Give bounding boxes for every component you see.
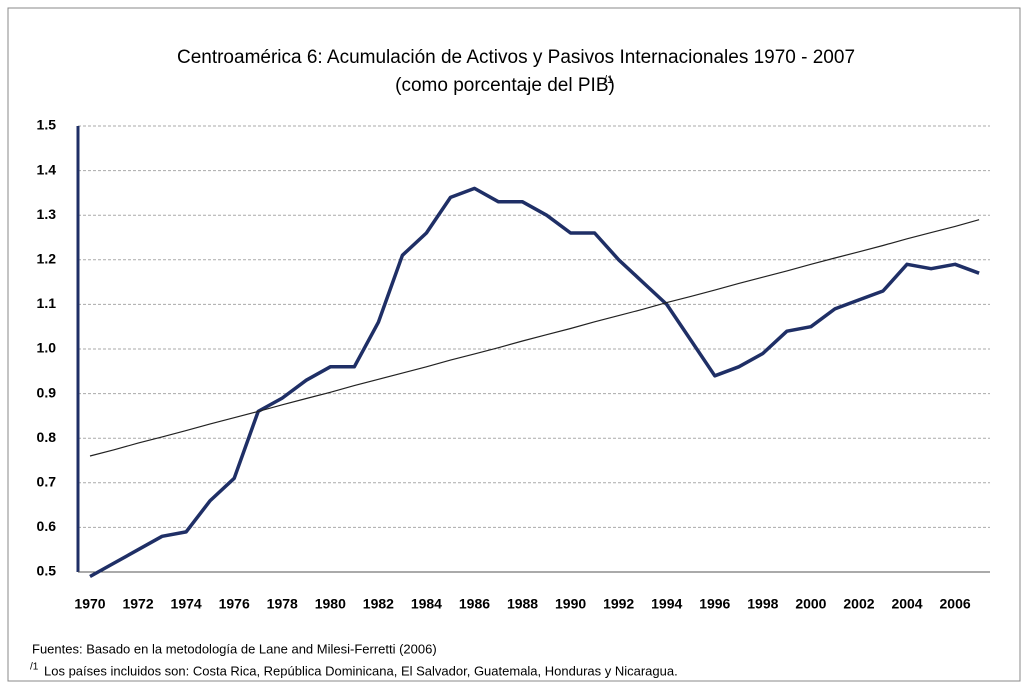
- trend-line: [89, 219, 980, 457]
- x-tick-label: 2000: [795, 596, 826, 612]
- x-tick-label: 1986: [459, 596, 490, 612]
- x-tick-label: 2006: [940, 596, 971, 612]
- x-tick-label: 1972: [122, 596, 153, 612]
- x-tick-label: 1970: [74, 596, 105, 612]
- x-tick-label: 1990: [555, 596, 586, 612]
- x-tick-label: 1978: [267, 596, 298, 612]
- y-tick-label: 0.8: [37, 429, 57, 445]
- footnote: Los países incluidos son: Costa Rica, Re…: [44, 663, 678, 678]
- x-tick-label: 1996: [699, 596, 730, 612]
- chart-subtitle: (como porcentaje del PIB): [395, 75, 615, 96]
- x-tick-label: 1976: [219, 596, 250, 612]
- x-tick-label: 1994: [651, 596, 682, 612]
- x-tick-label: 1980: [315, 596, 346, 612]
- x-tick-label: 1988: [507, 596, 538, 612]
- source: Fuentes: Basado en la metodología de Lan…: [32, 641, 437, 656]
- x-tick-label: 1998: [747, 596, 778, 612]
- y-tick-label: 1.2: [37, 251, 57, 267]
- y-tick-label: 0.5: [37, 563, 57, 579]
- chart-title: Centroamérica 6: Acumulación de Activos …: [177, 47, 855, 68]
- x-tick-label: 2002: [843, 596, 874, 612]
- y-tick-label: 1.4: [37, 161, 57, 177]
- y-tick-label: 1.1: [37, 295, 57, 311]
- x-tick-label: 1982: [363, 596, 394, 612]
- x-tick-label: 1984: [411, 596, 442, 612]
- y-tick-label: 0.6: [37, 518, 57, 534]
- x-tick-label: 1974: [171, 596, 202, 612]
- y-tick-label: 0.7: [37, 474, 57, 490]
- y-tick-label: 1.3: [37, 206, 57, 222]
- footnote-mark: /1: [30, 662, 39, 673]
- data-line: [89, 186, 980, 579]
- x-tick-label: 2004: [891, 596, 922, 612]
- y-tick-label: 1.0: [37, 340, 57, 356]
- y-tick-label: 1.5: [37, 117, 57, 133]
- frame: [7, 7, 1021, 682]
- x-tick-label: 1992: [603, 596, 634, 612]
- y-tick-label: 0.9: [37, 384, 57, 400]
- subtitle-note: /1: [604, 74, 613, 86]
